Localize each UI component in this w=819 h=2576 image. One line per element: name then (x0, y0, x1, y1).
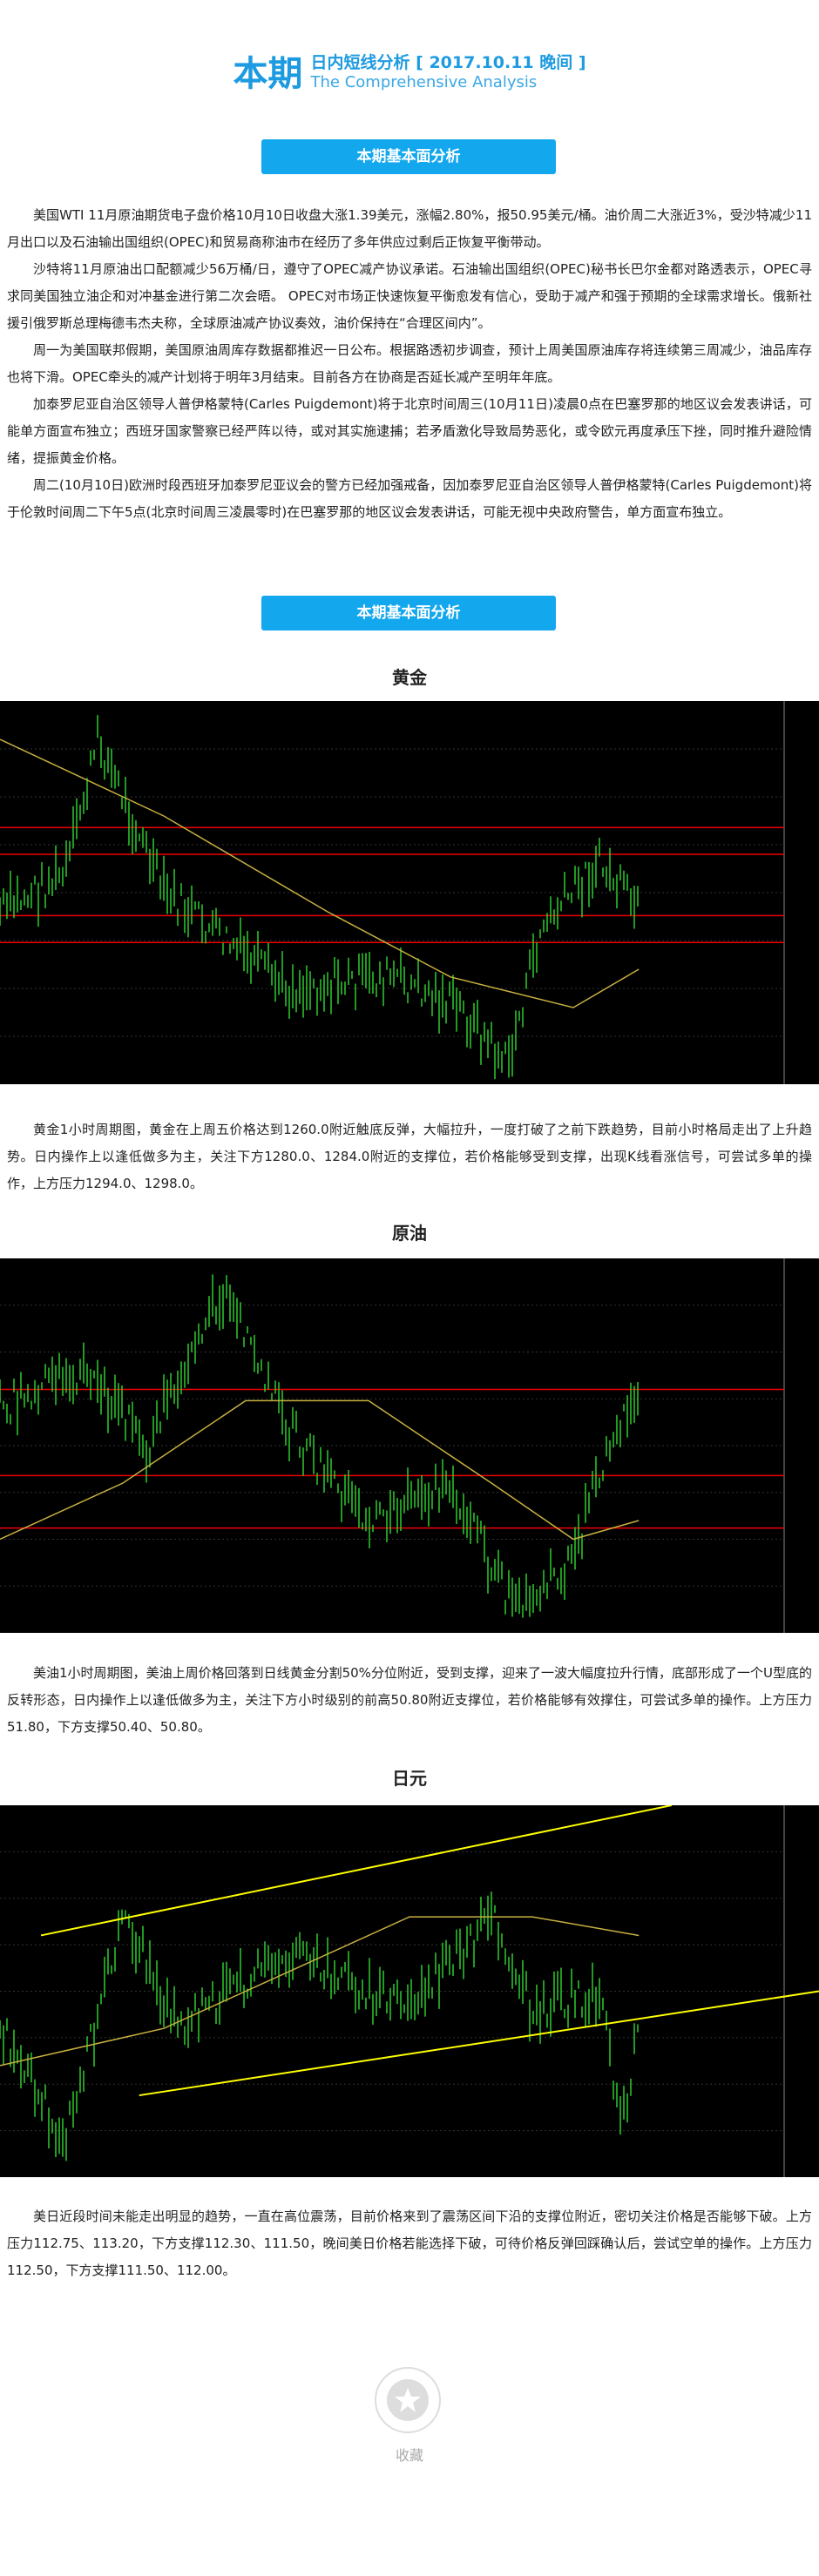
trend-line (139, 1990, 819, 2097)
fundamentals-text: 美国WTI 11月原油期货电子盘价格10月10日收盘大涨1.39美元，涨幅2.8… (7, 202, 812, 526)
title-block: 日内短线分析 [ 2017.10.11 晚间 ] The Comprehensiv… (311, 50, 586, 91)
star-icon (387, 2379, 429, 2421)
paragraph: 沙特将11月原油出口配额减少56万桶/日，遵守了OPEC减产协议承诺。石油输出国… (7, 261, 812, 331)
moving-average (0, 738, 640, 1008)
paragraph: 美日近段时间未能走出明显的趋势，一直在高位震荡，目前价格来到了震荡区间下沿的支撑… (7, 2208, 812, 2278)
trend-line (40, 1805, 673, 1937)
moving-average (0, 1399, 640, 1541)
paragraph: 周二(10月10日)欧洲时段西班牙加泰罗尼亚议会的警方已经加强戒备，因加泰罗尼亚… (7, 477, 812, 520)
analysis-text: 美油1小时周期图，美油上周价格回落到日线黄金分割50%分位附近，受到支撑，迎来了… (7, 1660, 812, 1741)
analysis-text: 美日近段时间未能走出明显的趋势，一直在高位震荡，目前价格来到了震荡区间下沿的支撑… (7, 2203, 812, 2284)
title-main: 本期 (233, 54, 303, 94)
paragraph: 周一为美国联邦假期，美国原油周库存数据都推迟一日公布。根据路透初步调查，预计上周… (7, 342, 812, 385)
paragraph: 黄金1小时周期图，黄金在上周五价格达到1260.0附近触底反弹，大幅拉升，一度打… (7, 1122, 812, 1191)
paragraph: 美油1小时周期图，美油上周价格回落到日线黄金分割50%分位附近，受到支撑，迎来了… (7, 1665, 812, 1735)
chart-image (0, 1258, 819, 1633)
analysis-text: 黄金1小时周期图，黄金在上周五价格达到1260.0附近触底反弹，大幅拉升，一度打… (7, 1116, 812, 1197)
price-bars (0, 715, 639, 1080)
chart-title: 日元 (392, 1768, 427, 1789)
chart-image (0, 1805, 819, 2177)
paragraph: 加泰罗尼亚自治区领导人普伊格蒙特(Carles Puigdemont)将于北京时… (7, 396, 812, 466)
chart-image (0, 701, 819, 1084)
collect-button[interactable] (375, 2367, 441, 2433)
price-bars (0, 1274, 639, 1618)
section-button: 本期基本面分析 (261, 139, 556, 174)
price-bars (0, 1892, 639, 2161)
title-en: The Comprehensive Analysis (310, 73, 538, 91)
moving-average (0, 1916, 640, 2067)
paragraph: 美国WTI 11月原油期货电子盘价格10月10日收盘大涨1.39美元，涨幅2.8… (7, 207, 812, 250)
section-button: 本期基本面分析 (261, 596, 556, 631)
chart-title: 黄金 (392, 667, 427, 688)
title-sub: 日内短线分析 [ 2017.10.11 晚间 ] (310, 53, 586, 72)
collect-label[interactable]: 收藏 (395, 2447, 423, 2464)
header: 本期 日内短线分析 [ 2017.10.11 晚间 ] The Comprehen… (0, 45, 819, 96)
chart-title: 原油 (392, 1223, 427, 1244)
